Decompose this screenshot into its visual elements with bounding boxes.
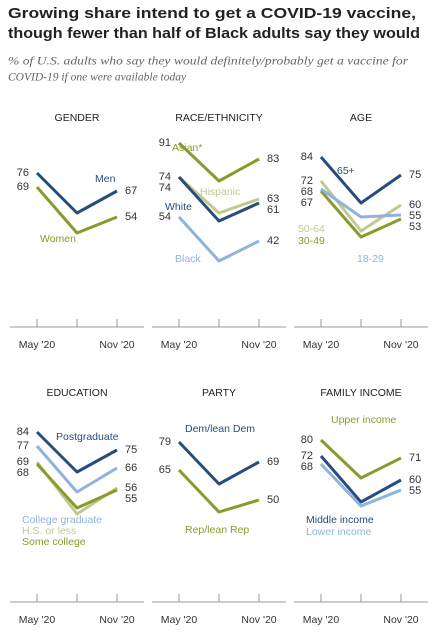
legend-label: Postgraduate: [56, 431, 119, 443]
x-tick-label: Nov '20: [383, 614, 418, 626]
data-label: 79: [159, 436, 171, 448]
data-label: 74: [159, 182, 171, 194]
data-label: 84: [301, 151, 313, 163]
legend-label: 18-29: [357, 253, 384, 265]
data-label: 65: [159, 464, 171, 476]
panel-title: FAMILY INCOME: [320, 387, 401, 399]
data-label: 69: [17, 181, 29, 193]
legend-label: Men: [95, 173, 116, 185]
data-label: 91: [159, 137, 171, 149]
x-tick-label: May '20: [19, 339, 56, 351]
subtitle: COVID-19 if one were available today: [8, 72, 187, 84]
legend-label: Black: [175, 253, 201, 265]
legend-label: College graduate: [22, 514, 102, 526]
data-label: 42: [267, 235, 279, 247]
series-line: [177, 175, 260, 215]
data-label: 68: [17, 467, 29, 479]
data-label: 55: [125, 493, 137, 505]
legend-label: 30-49: [298, 235, 325, 247]
legend-label: 50-64: [298, 223, 325, 235]
data-label: 56: [125, 482, 137, 494]
data-label: 50: [267, 494, 279, 506]
data-label: 75: [409, 169, 421, 181]
data-label: 77: [17, 440, 29, 452]
series-line: [320, 187, 402, 219]
legend-label: Dem/lean Dem: [185, 423, 255, 435]
data-label: 67: [301, 197, 313, 209]
series-line: [177, 141, 260, 183]
data-label: 60: [409, 474, 421, 486]
series-line: [35, 171, 118, 215]
legend-label: Women: [40, 233, 76, 245]
legend-label: Lower income: [306, 526, 372, 538]
data-label: 69: [17, 456, 29, 468]
series-line: [319, 438, 402, 480]
data-label: 69: [267, 456, 279, 468]
x-tick-label: May '20: [161, 614, 198, 626]
x-tick-label: May '20: [161, 339, 198, 351]
data-label: 54: [159, 211, 171, 223]
legend-label: 65+: [337, 165, 355, 177]
series-line: [319, 455, 402, 504]
data-label: 67: [125, 185, 137, 197]
data-label: 72: [301, 450, 313, 462]
legend-label: Asian*: [172, 142, 202, 154]
x-tick-label: Nov '20: [99, 339, 134, 351]
series-line: [319, 190, 402, 239]
series-line: [35, 430, 118, 474]
series-line: [177, 215, 260, 263]
data-label: 80: [301, 434, 313, 446]
series-line: [35, 462, 118, 510]
data-label: 63: [267, 193, 279, 205]
data-label: 72: [301, 175, 313, 187]
data-label: 55: [409, 210, 421, 222]
panel-title: RACE/ETHNICITY: [175, 112, 263, 124]
data-label: 55: [409, 485, 421, 497]
data-label: 84: [17, 426, 29, 438]
series-line: [177, 440, 260, 486]
series-line: [35, 445, 118, 494]
data-label: 75: [125, 444, 137, 456]
x-tick-label: May '20: [303, 614, 340, 626]
x-tick-label: May '20: [19, 614, 56, 626]
data-label: 68: [301, 186, 313, 198]
series-line: [319, 156, 402, 205]
data-label: 53: [409, 221, 421, 233]
panel-title: EDUCATION: [46, 387, 107, 399]
legend-label: Hispanic: [200, 186, 240, 198]
data-label: 74: [159, 171, 171, 183]
x-tick-label: May '20: [303, 339, 340, 351]
legend-label: Rep/lean Rep: [185, 524, 249, 536]
series-line: [177, 468, 260, 514]
series-line: [319, 462, 402, 508]
legend-label: Middle income: [306, 514, 374, 526]
legend-label: White: [165, 201, 192, 213]
panel-title: GENDER: [55, 112, 100, 124]
x-tick-label: Nov '20: [241, 614, 276, 626]
legend-label: Upper income: [331, 414, 397, 426]
data-label: 71: [409, 452, 421, 464]
x-tick-label: Nov '20: [99, 614, 134, 626]
chart-title: Growing share intend to get a COVID-19 v…: [8, 5, 416, 22]
legend-label: H.S. or less: [22, 525, 76, 537]
series-line: [177, 175, 260, 223]
data-label: 54: [125, 211, 137, 223]
series-line: [35, 186, 118, 235]
data-label: 83: [267, 153, 279, 165]
x-tick-label: Nov '20: [383, 339, 418, 351]
data-label: 66: [125, 462, 137, 474]
panel-title: AGE: [350, 112, 372, 124]
x-tick-label: Nov '20: [241, 339, 276, 351]
panel-title: PARTY: [202, 387, 236, 399]
data-label: 60: [409, 199, 421, 211]
legend-label: Some college: [22, 536, 86, 548]
chart-title: though fewer than half of Black adults s…: [8, 25, 420, 42]
subtitle: % of U.S. adults who say they would defi…: [8, 56, 409, 68]
data-label: 76: [17, 167, 29, 179]
data-label: 68: [301, 461, 313, 473]
data-label: 61: [267, 204, 279, 216]
